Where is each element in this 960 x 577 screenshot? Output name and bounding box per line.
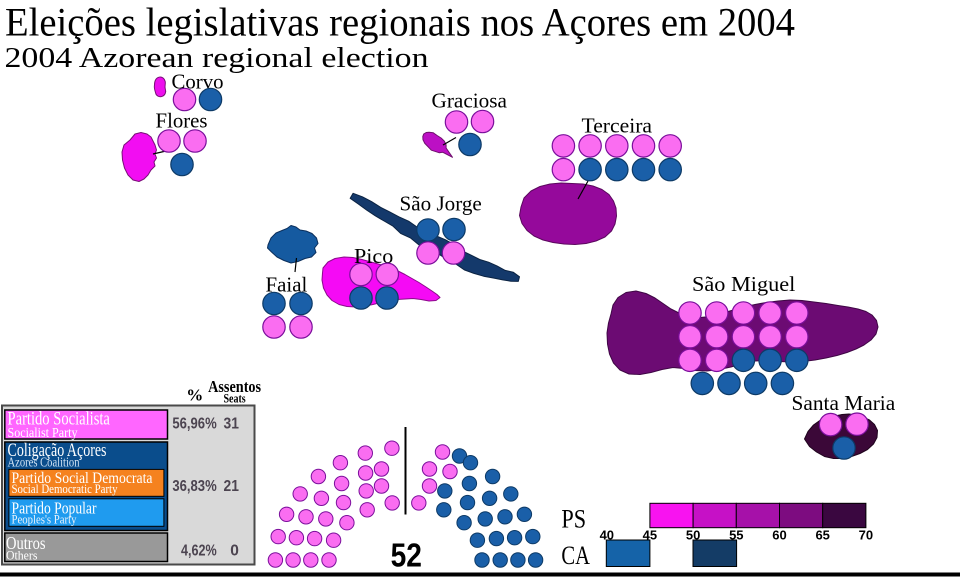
svg-text:60: 60	[772, 527, 786, 542]
svg-text:55: 55	[729, 527, 743, 542]
svg-text:Flores: Flores	[156, 109, 208, 133]
svg-text:Terceira: Terceira	[582, 114, 653, 138]
svg-text:2004 Azorean regional election: 2004 Azorean regional election	[5, 42, 430, 74]
svg-text:PS: PS	[561, 505, 586, 534]
svg-text:Seats: Seats	[224, 391, 246, 406]
svg-text:São Miguel: São Miguel	[692, 272, 795, 296]
svg-text:Graciosa: Graciosa	[432, 89, 508, 113]
svg-text:Socialist Party: Socialist Party	[8, 425, 78, 440]
svg-text:4,62%: 4,62%	[181, 543, 217, 560]
svg-text:0: 0	[230, 543, 239, 560]
svg-text:CA: CA	[561, 541, 590, 570]
svg-text:Peoples's Party: Peoples's Party	[12, 513, 78, 527]
svg-text:52: 52	[391, 537, 422, 574]
svg-text:Partido Socialista: Partido Socialista	[8, 409, 111, 430]
svg-text:Coligação Açores: Coligação Açores	[8, 440, 107, 461]
svg-text:45: 45	[643, 527, 657, 542]
svg-text:65: 65	[815, 527, 829, 542]
svg-text:Social Democratic Party: Social Democratic Party	[12, 482, 119, 496]
svg-text:31: 31	[224, 416, 240, 433]
svg-text:Assentos: Assentos	[208, 377, 261, 396]
svg-text:Outros: Outros	[6, 533, 46, 553]
svg-text:56,96%: 56,96%	[172, 416, 216, 433]
svg-text:21: 21	[224, 478, 240, 495]
svg-text:40: 40	[600, 527, 614, 542]
svg-text:São Jorge: São Jorge	[400, 192, 482, 216]
svg-text:%: %	[186, 385, 203, 404]
svg-text:Santa Maria: Santa Maria	[792, 391, 896, 415]
svg-text:70: 70	[859, 527, 873, 542]
svg-text:Eleições legislativas regionai: Eleições legislativas regionais nos Açor…	[5, 0, 795, 45]
svg-text:Others: Others	[6, 549, 38, 563]
svg-text:Azores Coalition: Azores Coalition	[8, 455, 80, 470]
svg-text:50: 50	[686, 527, 700, 542]
svg-text:Partido Social Democrata: Partido Social Democrata	[12, 470, 153, 487]
svg-text:Partido Popular: Partido Popular	[12, 498, 97, 517]
svg-text:36,83%: 36,83%	[172, 478, 216, 495]
